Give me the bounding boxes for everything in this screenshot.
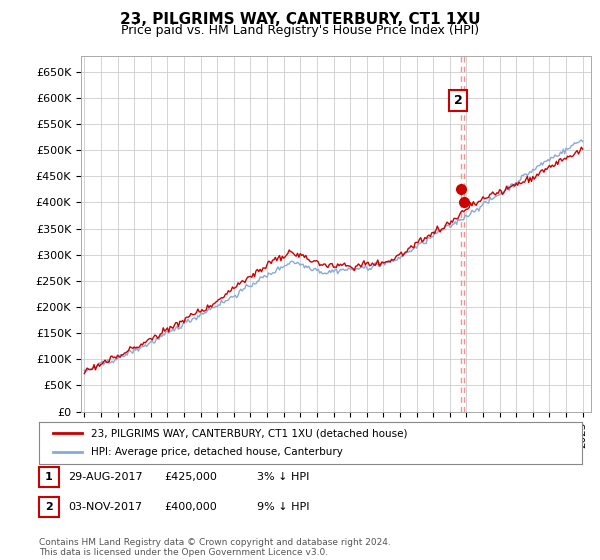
Text: 9% ↓ HPI: 9% ↓ HPI bbox=[257, 502, 310, 512]
Text: 2: 2 bbox=[45, 502, 53, 512]
Text: Contains HM Land Registry data © Crown copyright and database right 2024.
This d: Contains HM Land Registry data © Crown c… bbox=[39, 538, 391, 557]
Text: 2: 2 bbox=[454, 94, 463, 107]
Text: 1: 1 bbox=[45, 472, 53, 482]
Text: £400,000: £400,000 bbox=[164, 502, 217, 512]
Text: 03-NOV-2017: 03-NOV-2017 bbox=[68, 502, 142, 512]
Text: 29-AUG-2017: 29-AUG-2017 bbox=[68, 472, 142, 482]
Text: HPI: Average price, detached house, Canterbury: HPI: Average price, detached house, Cant… bbox=[91, 447, 343, 458]
Text: 23, PILGRIMS WAY, CANTERBURY, CT1 1XU: 23, PILGRIMS WAY, CANTERBURY, CT1 1XU bbox=[120, 12, 480, 27]
Text: 23, PILGRIMS WAY, CANTERBURY, CT1 1XU (detached house): 23, PILGRIMS WAY, CANTERBURY, CT1 1XU (d… bbox=[91, 428, 407, 438]
Text: Price paid vs. HM Land Registry's House Price Index (HPI): Price paid vs. HM Land Registry's House … bbox=[121, 24, 479, 37]
Text: £425,000: £425,000 bbox=[164, 472, 217, 482]
Text: 3% ↓ HPI: 3% ↓ HPI bbox=[257, 472, 309, 482]
